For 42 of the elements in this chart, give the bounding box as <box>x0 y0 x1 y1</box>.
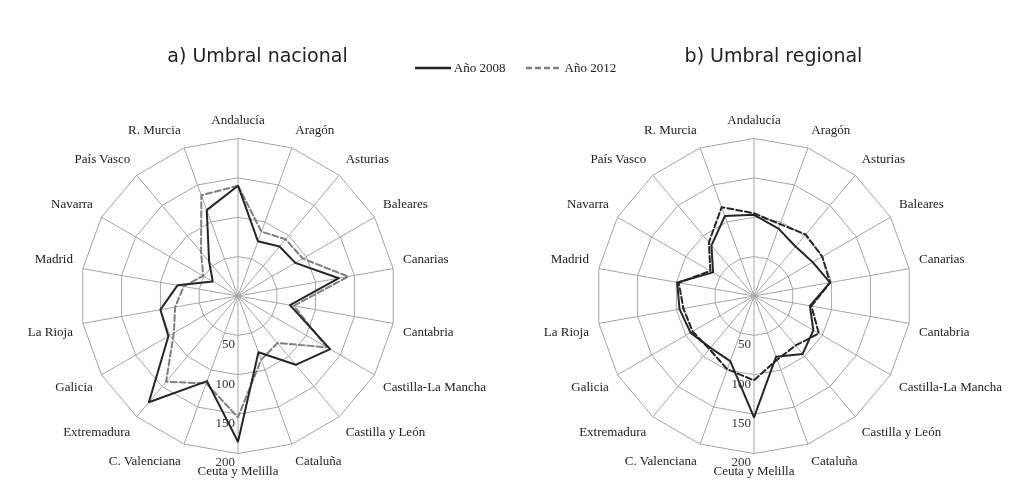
spoke-label: Extremadura <box>63 423 131 439</box>
spoke-label: Castilla y León <box>861 423 942 439</box>
spoke-label: Extremadura <box>579 423 647 439</box>
chart-title: b) Umbral regional <box>684 44 863 67</box>
y-tick-label: 50 <box>222 336 235 352</box>
spoke-label: La Rioja <box>543 324 590 340</box>
chart-title: a) Umbral nacional <box>167 44 348 67</box>
spoke-label: Cataluña <box>295 452 342 468</box>
spoke-label: Cataluña <box>811 452 858 468</box>
spoke-label: Baleares <box>899 195 944 211</box>
spoke-label: Castilla-La Mancha <box>899 379 1003 395</box>
spoke-label: Navarra <box>51 195 94 211</box>
spoke-label: Galicia <box>571 379 610 395</box>
spoke-label: Canarias <box>403 250 449 266</box>
spoke-label: Baleares <box>383 195 428 211</box>
spoke-label: Galicia <box>55 379 94 395</box>
spoke-label: Asturias <box>345 151 390 167</box>
y-tick-label: 150 <box>731 415 751 431</box>
spoke-label: Andalucía <box>211 112 265 128</box>
spoke-label: País Vasco <box>74 151 131 167</box>
spoke-label: Asturias <box>861 151 906 167</box>
spoke-label: La Rioja <box>27 324 74 340</box>
spoke-label: Andalucía <box>727 112 781 128</box>
spoke-label: R. Murcia <box>643 122 697 138</box>
spoke-label: Aragón <box>811 122 851 138</box>
spoke-label: Castilla y León <box>345 423 426 439</box>
spoke-label: Aragón <box>295 122 335 138</box>
spoke-label: Cantabria <box>919 324 970 340</box>
spoke-label: Cantabria <box>403 324 454 340</box>
legend-label: Año 2008 <box>453 60 506 76</box>
y-tick-label: 100 <box>215 375 235 391</box>
spoke-label: País Vasco <box>590 151 647 167</box>
spoke-label: Castilla-La Mancha <box>383 379 487 395</box>
spoke-label: R. Murcia <box>127 122 181 138</box>
spoke-label: Madrid <box>34 250 74 266</box>
spoke-label: C. Valenciana <box>624 452 697 468</box>
spoke-label: Canarias <box>919 250 965 266</box>
y-tick-label: 50 <box>738 336 751 352</box>
spoke-label: C. Valenciana <box>108 452 181 468</box>
legend-label: Año 2012 <box>564 60 617 76</box>
spoke-label: Navarra <box>567 195 610 211</box>
spoke-label: Madrid <box>550 250 590 266</box>
